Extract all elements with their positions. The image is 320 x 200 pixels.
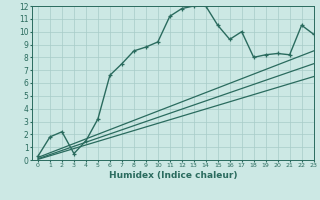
X-axis label: Humidex (Indice chaleur): Humidex (Indice chaleur) bbox=[108, 171, 237, 180]
